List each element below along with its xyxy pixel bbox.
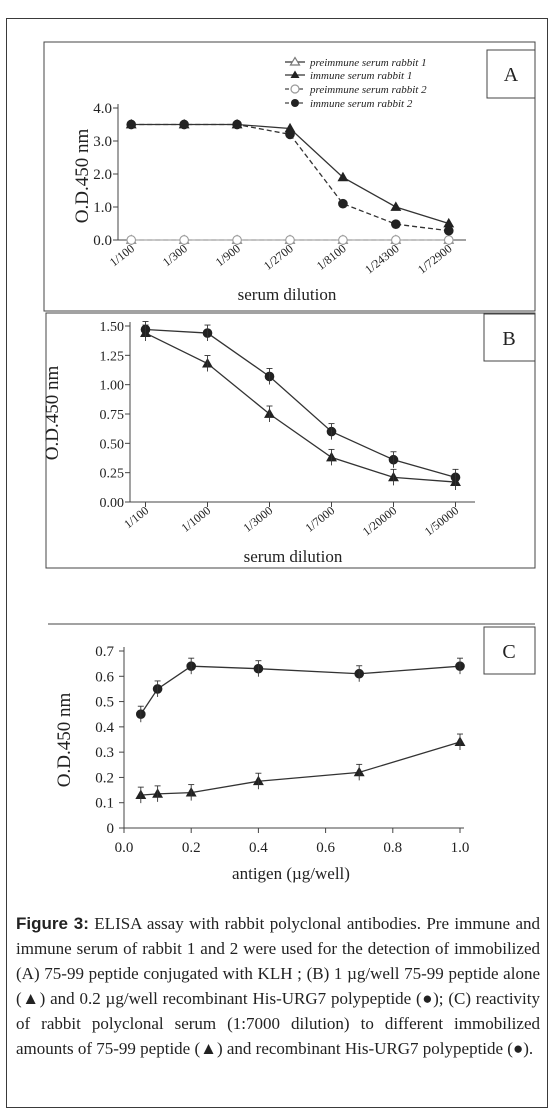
- panel-c-y-tick-label: 0.1: [95, 796, 114, 812]
- panel-a-series-4-point: [126, 119, 137, 130]
- panel-b-y-tick-label: 0.25: [100, 467, 125, 482]
- panel-b-x-tick-label: 1/100: [121, 503, 151, 531]
- panel-a-y-tick-label: 2.0: [93, 167, 112, 183]
- panel-a-ylabel: O.D.450 nm: [72, 129, 93, 224]
- panel-b-series-2-line: [145, 328, 456, 478]
- legend-entry-preimmune-rabbit-1: preimmune serum rabbit 1: [285, 56, 427, 69]
- panel-a-series-3-point: [179, 235, 189, 245]
- panel-a-series-3-point: [391, 235, 401, 245]
- panel-c-y-tick-label: 0.7: [95, 644, 114, 660]
- panel-b-y-tick-label: 1.50: [100, 320, 125, 335]
- figure-caption: Figure 3: ELISA assay with rabbit polycl…: [16, 911, 540, 1061]
- panel-a-label: A: [504, 64, 519, 86]
- panel-a-x-tick-label: 1/2700: [261, 241, 296, 273]
- panel-c-y-tick-label: 0.6: [95, 669, 114, 685]
- panel-b-x-tick-label: 1/50000: [422, 503, 462, 538]
- panel-c-y-tick-label: 0.4: [95, 720, 114, 736]
- legend-entry-immune-rabbit-1: immune serum rabbit 1: [285, 70, 412, 82]
- panel-a-series-3-point: [232, 235, 242, 245]
- panel-c-y-tick-label: 0: [107, 821, 115, 837]
- panel-b-series-1-line: [145, 332, 456, 483]
- panel-c-x-tick-label: 0.2: [182, 840, 201, 856]
- panel-a-y-tick-label: 4.0: [93, 101, 112, 117]
- panel-c: C 0 0.1 0.2 0.3 0.4 0.5 0.6 0.7 0.0 0.2 0.4 0.6 0.8 1…: [48, 623, 536, 883]
- panel-a-x-tick-label: 1/900: [213, 241, 243, 269]
- panel-c-series-1-line: [140, 665, 461, 715]
- panel-a-x-tick-label: 1/8100: [314, 241, 349, 273]
- panel-a-series-3-point: [285, 235, 295, 245]
- panel-a-y-tick-label: 0.0: [93, 233, 112, 249]
- panel-a-x-tick-label: 1/72900: [415, 241, 455, 276]
- legend-entry-immune-rabbit-2: immune serum rabbit 2: [285, 98, 413, 110]
- panel-c-x-tick-label: 0.4: [249, 840, 268, 856]
- panel-c-xlabel: antigen (µg/well): [232, 864, 350, 883]
- panel-b-xlabel: serum dilution: [244, 547, 343, 566]
- panel-c-y-tick-label: 0.2: [95, 770, 114, 786]
- panel-a-series-3-point: [443, 235, 454, 245]
- panel-b-x-tick-label: 1/7000: [302, 503, 337, 535]
- panel-a: A 0.01.02.03.04.01/100 1/300 1/900 1/2700 1/…: [43, 41, 536, 312]
- panel-b-frame: [45, 312, 536, 569]
- panel-b-x-tick-label: 1/1000: [178, 503, 213, 535]
- panel-a-x-tick-label: 1/24300: [362, 241, 402, 276]
- panel-c-x-tick-label: 0.8: [383, 840, 402, 856]
- panel-a-series-2-point: [390, 201, 402, 211]
- panel-b: B 0.00 0.25 0.50 0.75 1.00 1.25 1.50 1/100 1/100…: [42, 312, 536, 569]
- legend-label-preimmune-rabbit-2: preimmune serum rabbit 2: [309, 84, 427, 96]
- caption-label: Figure 3:: [16, 914, 89, 933]
- panel-b-y-tick-label: 0.50: [100, 437, 125, 452]
- panel-a-x-tick-label: 1/300: [160, 241, 190, 269]
- figure-frame: [6, 18, 548, 1108]
- panel-a-series-4-line: [131, 123, 449, 232]
- legend-entry-preimmune-rabbit-2: preimmune serum rabbit 2: [285, 84, 427, 96]
- panel-b-x-tick-label: 1/20000: [360, 503, 400, 538]
- panel-a-series-2-line: [131, 123, 449, 225]
- panel-a-y-tick-label: 1.0: [93, 200, 112, 216]
- panel-b-label: B: [502, 328, 515, 350]
- panel-a-frame: [43, 41, 536, 312]
- panel-c-y-tick-label: 0.5: [95, 695, 114, 711]
- panel-a-series-4-point: [179, 119, 189, 130]
- legend-marker-open-triangle: [289, 56, 301, 66]
- panel-a-series-2-point: [337, 171, 349, 182]
- panel-c-x-tick-label: 0.6: [316, 840, 335, 856]
- legend-label-immune-rabbit-2: immune serum rabbit 2: [310, 98, 413, 110]
- panel-a-series-3-point: [338, 235, 348, 245]
- panel-c-x-tick-label: 1.0: [451, 840, 470, 856]
- legend-label-immune-rabbit-1: immune serum rabbit 1: [310, 70, 412, 82]
- panel-c-label-box: [483, 626, 536, 675]
- legend-marker-open-circle: [290, 84, 300, 94]
- panel-b-plot: 0.00 0.25 0.50 0.75 1.00 1.25 1.50 1/100 1/1000 1…: [100, 320, 475, 539]
- panel-b-y-tick-label: 0.00: [100, 496, 125, 511]
- panel-c-label: C: [502, 641, 515, 663]
- panel-b-y-tick-label: 0.75: [100, 408, 125, 423]
- panel-a-series-4-point: [285, 129, 295, 140]
- panel-a-series-4-point: [338, 198, 348, 209]
- panel-a-legend: preimmune serum rabbit 1 immune serum ra…: [285, 56, 427, 110]
- panel-b-y-tick-label: 1.00: [100, 379, 125, 394]
- panel-a-xlabel: serum dilution: [238, 285, 337, 304]
- panel-b-ylabel: O.D.450 nm: [42, 366, 63, 461]
- legend-marker-filled-circle: [291, 99, 299, 107]
- panel-c-ylabel: O.D.450 nm: [54, 693, 75, 788]
- panel-b-x-tick-label: 1/3000: [240, 503, 275, 535]
- panel-c-series-2-line: [140, 741, 461, 796]
- panel-a-plot: 0.01.02.03.04.01/100 1/300 1/900 1/2700 1/81…: [93, 101, 466, 277]
- panel-a-label-box: [486, 49, 536, 99]
- legend-marker-filled-triangle: [290, 70, 300, 78]
- panel-a-series-3-point: [126, 235, 137, 245]
- panel-c-y-tick-label: 0.3: [95, 745, 114, 761]
- panel-a-series-4-point: [391, 219, 401, 229]
- caption-text: ELISA assay with rabbit polyclonal antib…: [16, 914, 541, 1058]
- panel-c-x-tick-label: 0.0: [115, 840, 134, 856]
- figure-charts: A 0.0 1.0 2.0 3.0 4.0 1/100 1/300 1/900 1/2700 1/…: [42, 41, 536, 883]
- panel-b-label-box: [483, 313, 536, 362]
- panel-a-series-4-point: [443, 225, 454, 236]
- panel-a-y-tick-label: 3.0: [93, 134, 112, 150]
- panel-c-plot: 0 0.1 0.2 0.3 0.4 0.5 0.6 0.7 0.0 0.2 0.4 0.6 0.8 1.0: [95, 644, 469, 856]
- panel-b-y-tick-label: 1.25: [100, 349, 125, 364]
- panel-a-series-4-point: [232, 119, 242, 130]
- legend-label-preimmune-rabbit-1: preimmune serum rabbit 1: [309, 57, 427, 69]
